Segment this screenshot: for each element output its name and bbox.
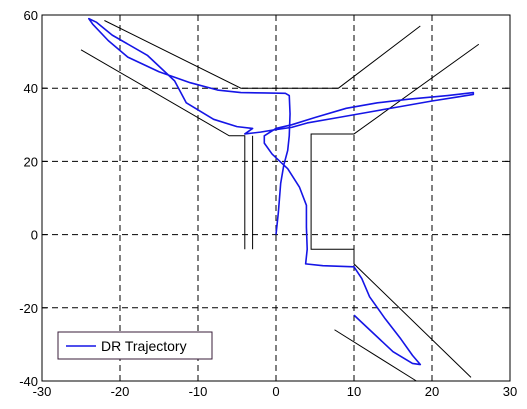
axis-ticks: -30 -20 -10 0 10 20 30 -40 -20 0 20 40 60 [19,8,517,399]
legend: DR Trajectory [57,331,213,360]
x-tick-label: 20 [425,384,439,399]
series-line-dr-trajectory [88,17,475,366]
x-tick-label: 10 [347,384,361,399]
y-tick-label: -40 [19,374,38,389]
y-tick-label: 40 [24,81,38,96]
y-tick-label: -20 [19,301,38,316]
x-tick-label: -10 [189,384,208,399]
x-tick-label: 0 [272,384,279,399]
x-tick-label: -30 [33,384,52,399]
legend-label: DR Trajectory [101,338,187,354]
x-tick-label: 30 [503,384,517,399]
wall-segment [310,43,480,378]
wall-segment [334,329,417,382]
wall-segment [80,49,246,250]
series-layer [88,17,475,366]
y-tick-label: 0 [31,228,38,243]
y-tick-label: 60 [24,8,38,23]
x-tick-label: -20 [111,384,130,399]
wall-segment [104,20,421,89]
corridor-walls [80,20,480,382]
y-tick-label: 20 [24,154,38,169]
